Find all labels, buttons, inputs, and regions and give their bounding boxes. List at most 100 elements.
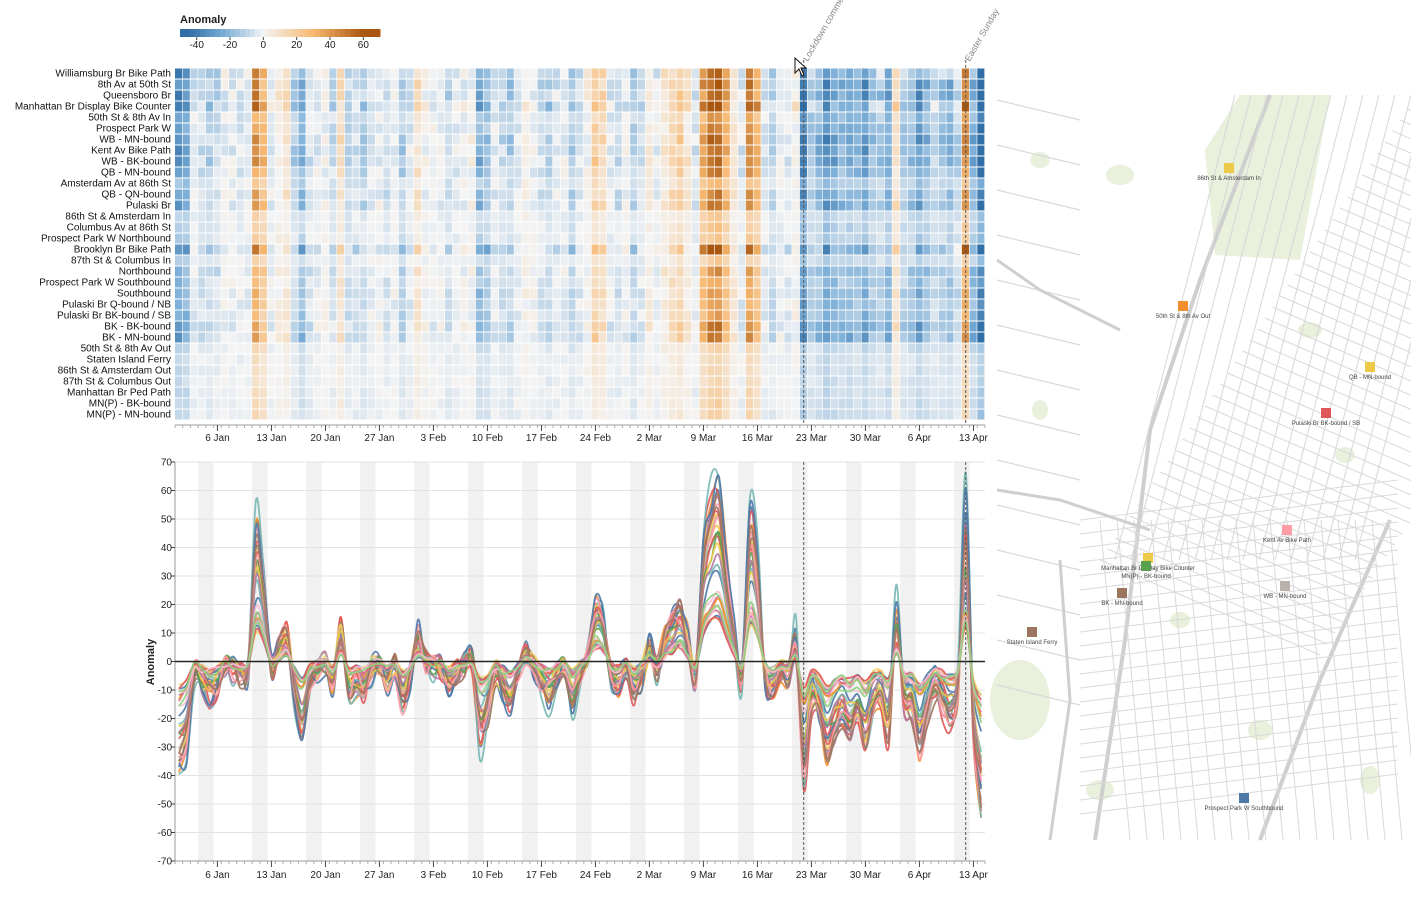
- heatmap-cell[interactable]: [599, 387, 607, 398]
- heatmap-cell[interactable]: [537, 222, 545, 233]
- heatmap-cell[interactable]: [954, 68, 962, 79]
- heatmap-cell[interactable]: [267, 310, 275, 321]
- heatmap-cell[interactable]: [568, 266, 576, 277]
- heatmap-cell[interactable]: [661, 123, 669, 134]
- heatmap-cell[interactable]: [252, 310, 260, 321]
- heatmap-cell[interactable]: [923, 178, 931, 189]
- heatmap-cell[interactable]: [259, 376, 267, 387]
- heatmap-cell[interactable]: [792, 354, 800, 365]
- heatmap-cell[interactable]: [792, 398, 800, 409]
- heatmap-cell[interactable]: [522, 365, 530, 376]
- heatmap-cell[interactable]: [213, 68, 221, 79]
- heatmap-cell[interactable]: [691, 288, 699, 299]
- heatmap-cell[interactable]: [931, 244, 939, 255]
- heatmap-cell[interactable]: [707, 343, 715, 354]
- heatmap-cell[interactable]: [522, 178, 530, 189]
- heatmap-cell[interactable]: [815, 354, 823, 365]
- heatmap-cell[interactable]: [475, 112, 483, 123]
- heatmap-cell[interactable]: [776, 200, 784, 211]
- heatmap-cell[interactable]: [522, 255, 530, 266]
- heatmap-cell[interactable]: [313, 266, 321, 277]
- heatmap-cell[interactable]: [375, 90, 383, 101]
- heatmap-cell[interactable]: [907, 101, 915, 112]
- heatmap-cell[interactable]: [522, 90, 530, 101]
- heatmap-cell[interactable]: [977, 211, 985, 222]
- heatmap-cell[interactable]: [229, 354, 237, 365]
- heatmap-cell[interactable]: [846, 167, 854, 178]
- heatmap-cell[interactable]: [506, 178, 514, 189]
- heatmap-cell[interactable]: [691, 398, 699, 409]
- heatmap-cell[interactable]: [877, 299, 885, 310]
- heatmap-cell[interactable]: [267, 266, 275, 277]
- heatmap-cell[interactable]: [607, 178, 615, 189]
- heatmap-cell[interactable]: [676, 145, 684, 156]
- heatmap-cell[interactable]: [205, 398, 213, 409]
- heatmap-cell[interactable]: [375, 288, 383, 299]
- heatmap-cell[interactable]: [622, 134, 630, 145]
- heatmap-cell[interactable]: [175, 112, 183, 123]
- heatmap-cell[interactable]: [452, 134, 460, 145]
- heatmap-cell[interactable]: [298, 409, 306, 420]
- heatmap-cell[interactable]: [383, 68, 391, 79]
- heatmap-cell[interactable]: [730, 233, 738, 244]
- heatmap-cell[interactable]: [969, 222, 977, 233]
- heatmap-cell[interactable]: [861, 244, 869, 255]
- heatmap-cell[interactable]: [823, 376, 831, 387]
- heatmap-cell[interactable]: [529, 145, 537, 156]
- heatmap-cell[interactable]: [769, 277, 777, 288]
- heatmap-cell[interactable]: [229, 365, 237, 376]
- heatmap-cell[interactable]: [691, 310, 699, 321]
- heatmap-cell[interactable]: [445, 178, 453, 189]
- heatmap-cell[interactable]: [437, 189, 445, 200]
- heatmap-cell[interactable]: [892, 156, 900, 167]
- heatmap-cell[interactable]: [560, 266, 568, 277]
- heatmap-cell[interactable]: [715, 79, 723, 90]
- heatmap-cell[interactable]: [344, 68, 352, 79]
- heatmap-cell[interactable]: [321, 343, 329, 354]
- heatmap-cell[interactable]: [900, 398, 908, 409]
- heatmap-cell[interactable]: [807, 233, 815, 244]
- heatmap-cell[interactable]: [931, 68, 939, 79]
- heatmap-cell[interactable]: [776, 68, 784, 79]
- heatmap-cell[interactable]: [491, 200, 499, 211]
- heatmap-cell[interactable]: [776, 112, 784, 123]
- heatmap-cell[interactable]: [607, 156, 615, 167]
- heatmap-cell[interactable]: [267, 409, 275, 420]
- heatmap-cell[interactable]: [367, 145, 375, 156]
- heatmap-cell[interactable]: [892, 123, 900, 134]
- heatmap-cell[interactable]: [244, 299, 252, 310]
- heatmap-cell[interactable]: [969, 211, 977, 222]
- heatmap-cell[interactable]: [622, 409, 630, 420]
- heatmap-cell[interactable]: [946, 156, 954, 167]
- heatmap-cell[interactable]: [483, 178, 491, 189]
- heatmap-cell[interactable]: [421, 343, 429, 354]
- heatmap-cell[interactable]: [622, 233, 630, 244]
- heatmap-cell[interactable]: [259, 123, 267, 134]
- heatmap-cell[interactable]: [900, 211, 908, 222]
- heatmap-cell[interactable]: [776, 156, 784, 167]
- heatmap-cell[interactable]: [653, 211, 661, 222]
- heatmap-cell[interactable]: [283, 68, 291, 79]
- heatmap-cell[interactable]: [707, 90, 715, 101]
- heatmap-cell[interactable]: [877, 156, 885, 167]
- heatmap-cell[interactable]: [344, 156, 352, 167]
- heatmap-cell[interactable]: [907, 310, 915, 321]
- heatmap-cell[interactable]: [607, 200, 615, 211]
- heatmap-cell[interactable]: [398, 398, 406, 409]
- heatmap-cell[interactable]: [823, 244, 831, 255]
- heatmap-cell[interactable]: [915, 332, 923, 343]
- heatmap-cell[interactable]: [684, 299, 692, 310]
- heatmap-cell[interactable]: [252, 90, 260, 101]
- heatmap-cell[interactable]: [337, 233, 345, 244]
- heatmap-cell[interactable]: [537, 167, 545, 178]
- heatmap-cell[interactable]: [938, 310, 946, 321]
- heatmap-cell[interactable]: [877, 211, 885, 222]
- heatmap-cell[interactable]: [730, 343, 738, 354]
- heatmap-cell[interactable]: [452, 112, 460, 123]
- heatmap-cell[interactable]: [568, 255, 576, 266]
- heatmap-cell[interactable]: [792, 156, 800, 167]
- heatmap-cell[interactable]: [313, 409, 321, 420]
- heatmap-cell[interactable]: [907, 365, 915, 376]
- heatmap-cell[interactable]: [522, 233, 530, 244]
- heatmap-cell[interactable]: [583, 376, 591, 387]
